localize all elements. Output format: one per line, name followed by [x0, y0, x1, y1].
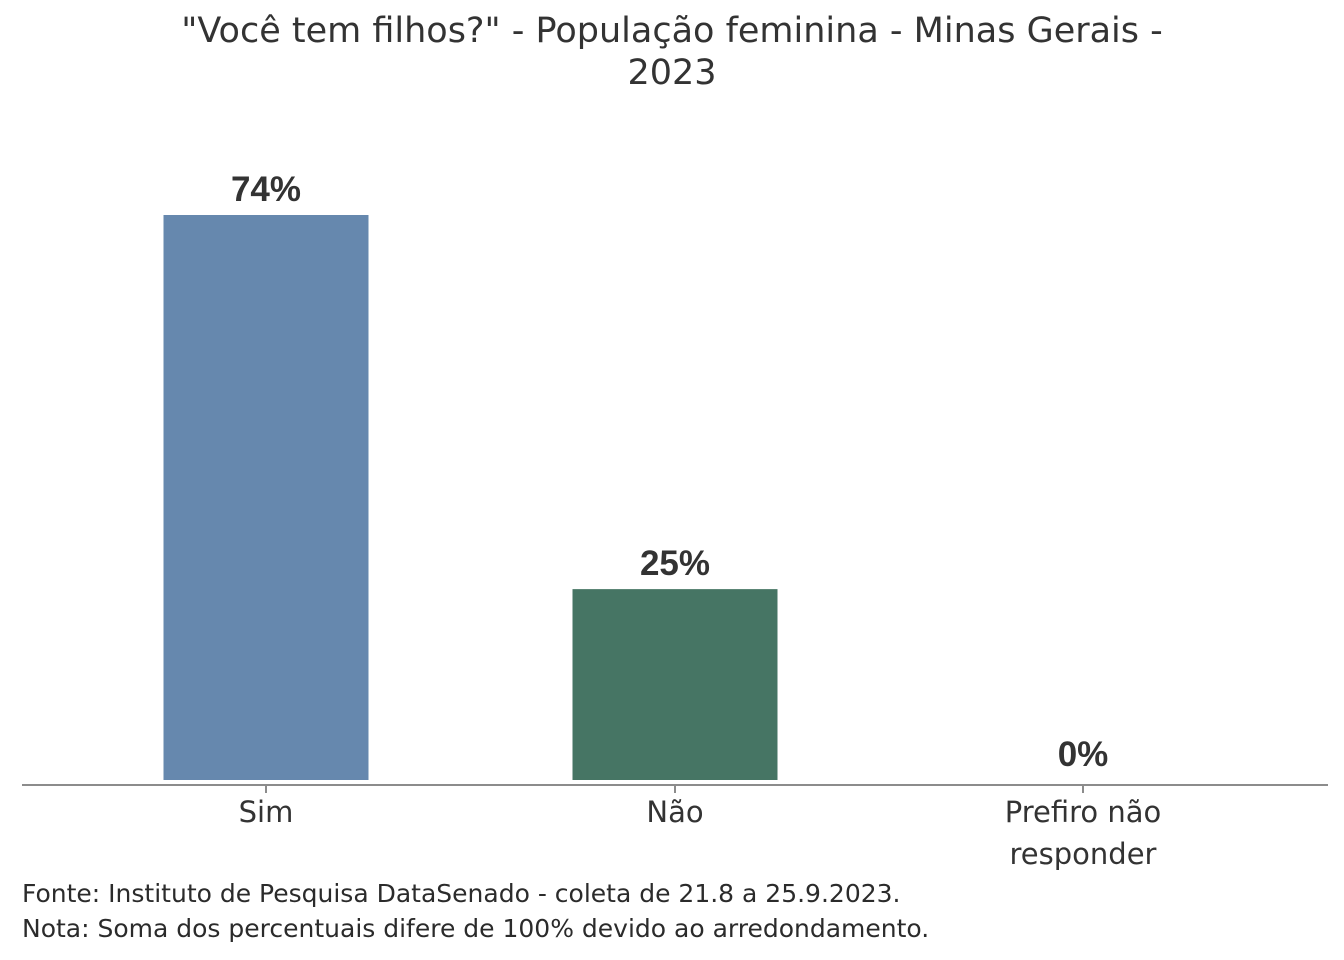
category-label-line: Sim	[239, 795, 294, 829]
value-label-sim: 74%	[231, 170, 301, 209]
category-labels-group: Sim Não Prefiro não responder	[239, 795, 1162, 871]
category-label-line: responder	[1010, 837, 1157, 871]
value-label-nao: 25%	[640, 544, 710, 583]
bar-sim	[163, 215, 369, 780]
category-label-nao: Não	[646, 795, 703, 829]
x-axis-ticks-group	[265, 785, 1084, 793]
chart-title: "Você tem filhos?" - População feminina …	[0, 10, 1344, 94]
category-label-sim: Sim	[239, 795, 294, 829]
category-label-line: Não	[646, 795, 703, 829]
bar-nao	[572, 589, 778, 780]
rounding-note: Nota: Soma dos percentuais difere de 100…	[22, 914, 930, 943]
category-label-prefiro-nao-responder: Prefiro não responder	[1005, 795, 1162, 871]
category-label-line: Prefiro não	[1005, 795, 1162, 829]
chart-title-line-2: 2023	[627, 53, 717, 93]
value-label-prefiro-nao-responder: 0%	[1058, 735, 1109, 774]
value-labels-group: 74% 25% 0%	[231, 170, 1108, 774]
chart-footer: Fonte: Instituto de Pesquisa DataSenado …	[22, 876, 929, 946]
source-note: Fonte: Instituto de Pesquisa DataSenado …	[22, 879, 901, 908]
chart-title-line-1: "Você tem filhos?" - População feminina …	[181, 11, 1163, 51]
bars-group	[163, 215, 778, 780]
